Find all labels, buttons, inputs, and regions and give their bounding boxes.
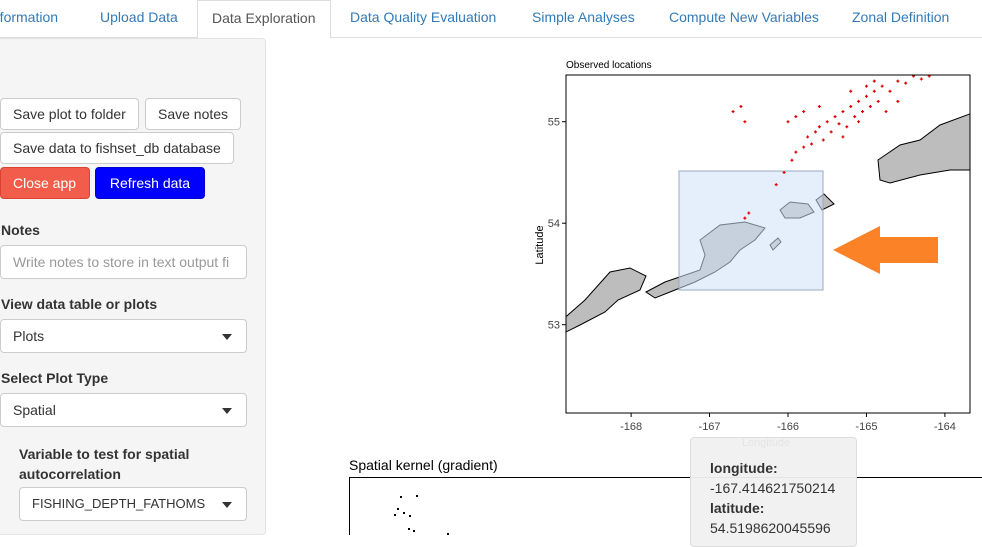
tooltip-label: latitude: bbox=[710, 498, 856, 518]
point bbox=[873, 90, 876, 93]
point bbox=[794, 151, 797, 154]
point bbox=[787, 120, 790, 123]
point bbox=[826, 120, 829, 123]
point bbox=[732, 110, 735, 113]
point bbox=[877, 100, 880, 103]
point bbox=[857, 100, 860, 103]
point bbox=[818, 125, 821, 128]
point bbox=[818, 105, 821, 108]
point bbox=[869, 105, 872, 108]
point bbox=[802, 146, 805, 149]
tooltip-value: -167.414621750214 bbox=[710, 478, 856, 498]
kernel-frame bbox=[350, 478, 982, 536]
point bbox=[865, 85, 868, 88]
tooltip: longitude: -167.414621750214 latitude: 5… bbox=[690, 437, 857, 547]
point bbox=[920, 78, 923, 81]
point bbox=[802, 110, 805, 113]
x-tick-label: -165 bbox=[855, 421, 877, 433]
x-tick-label: -168 bbox=[620, 421, 642, 433]
y-axis-label: Latitude bbox=[534, 225, 546, 264]
y-tick-label: 55 bbox=[548, 117, 560, 129]
y-tick-label: 54 bbox=[548, 218, 560, 230]
arrow bbox=[833, 226, 938, 274]
point bbox=[794, 115, 797, 118]
point bbox=[822, 138, 825, 141]
point bbox=[841, 135, 844, 138]
point bbox=[837, 122, 840, 125]
tooltip-label: longitude: bbox=[710, 458, 856, 478]
point bbox=[888, 90, 891, 93]
point bbox=[810, 143, 813, 146]
point bbox=[743, 120, 746, 123]
point bbox=[849, 105, 852, 108]
point bbox=[814, 130, 817, 133]
point bbox=[849, 90, 852, 93]
kernel-title: Spatial kernel (gradient) bbox=[349, 457, 498, 473]
x-tick-label: -167 bbox=[699, 421, 721, 433]
chart-title: Observed locations bbox=[566, 60, 652, 71]
kernel-dots bbox=[394, 495, 449, 535]
point bbox=[885, 110, 888, 113]
point bbox=[841, 110, 844, 113]
page: { "tabs": ["Information", "Upload Data",… bbox=[0, 0, 982, 535]
x-tick-label: -164 bbox=[934, 421, 956, 433]
point bbox=[865, 95, 868, 98]
brush-selection[interactable] bbox=[679, 171, 823, 290]
tooltip-value: 54.5198620045596 bbox=[710, 518, 856, 538]
point bbox=[873, 80, 876, 83]
point bbox=[896, 100, 899, 103]
point bbox=[861, 110, 864, 113]
y-tick-label: 53 bbox=[548, 320, 560, 332]
point bbox=[845, 125, 848, 128]
point bbox=[739, 105, 742, 108]
point bbox=[790, 159, 793, 162]
point bbox=[857, 120, 860, 123]
point bbox=[806, 135, 809, 138]
x-tick-label: -166 bbox=[777, 421, 799, 433]
point bbox=[904, 82, 907, 85]
point bbox=[834, 115, 837, 118]
point bbox=[830, 130, 833, 133]
point bbox=[896, 80, 899, 83]
point bbox=[853, 115, 856, 118]
point bbox=[881, 85, 884, 88]
